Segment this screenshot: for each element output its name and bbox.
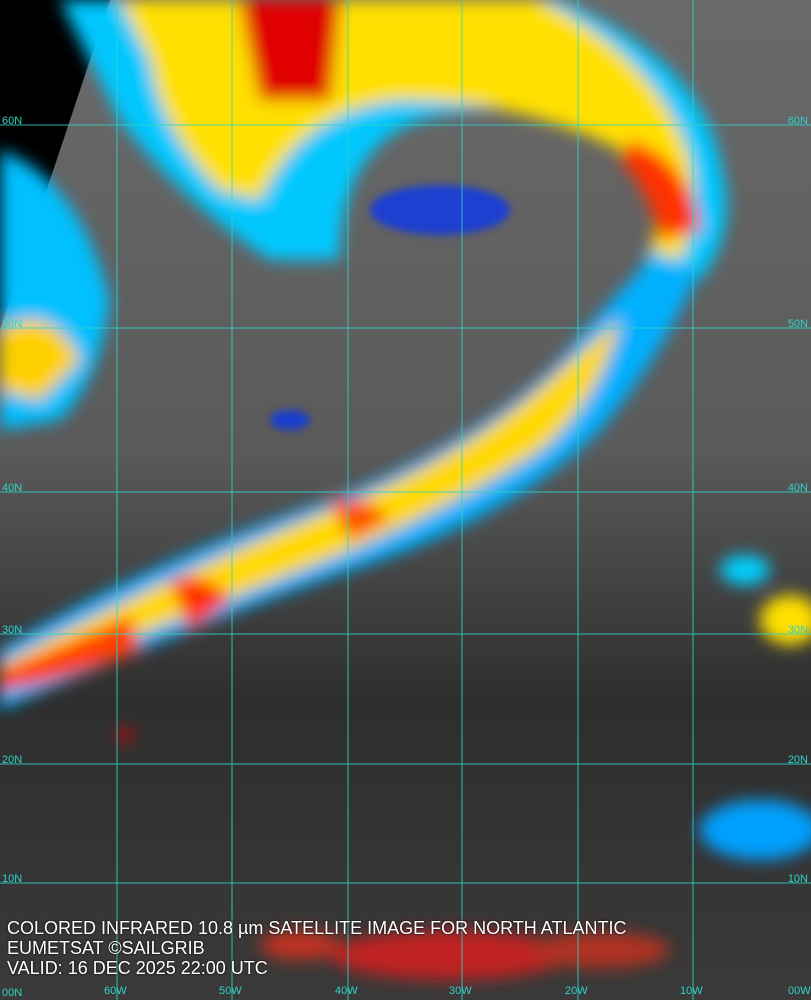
lat-label: 50N bbox=[2, 318, 23, 330]
lat-label: 40N bbox=[2, 482, 23, 494]
lon-label: 60W bbox=[104, 985, 127, 997]
lat-label: 60N bbox=[2, 115, 23, 127]
lat-label: 30N bbox=[787, 624, 808, 636]
lat-label: 50N bbox=[787, 318, 808, 330]
lat-label: 00N bbox=[2, 987, 23, 999]
lon-label: 10W bbox=[680, 985, 703, 997]
lat-label: 10N bbox=[2, 873, 23, 885]
lat-label: 10N bbox=[787, 873, 808, 885]
lon-label: 40W bbox=[335, 985, 358, 997]
image-credit: EUMETSAT ©SAILGRIB bbox=[7, 938, 205, 958]
lat-label: 40N bbox=[787, 482, 808, 494]
lon-label: 30W bbox=[449, 985, 472, 997]
image-title: COLORED INFRARED 10.8 µm SATELLITE IMAGE… bbox=[7, 918, 627, 938]
lon-label: 50W bbox=[219, 985, 242, 997]
lon-label: 20W bbox=[565, 985, 588, 997]
lat-label: 30N bbox=[2, 624, 23, 636]
valid-time: VALID: 16 DEC 2025 22:00 UTC bbox=[7, 958, 268, 978]
lon-label: 00W bbox=[788, 985, 811, 997]
lat-label: 20N bbox=[787, 754, 808, 766]
lat-label: 20N bbox=[2, 754, 23, 766]
lat-label: 60N bbox=[787, 115, 808, 127]
